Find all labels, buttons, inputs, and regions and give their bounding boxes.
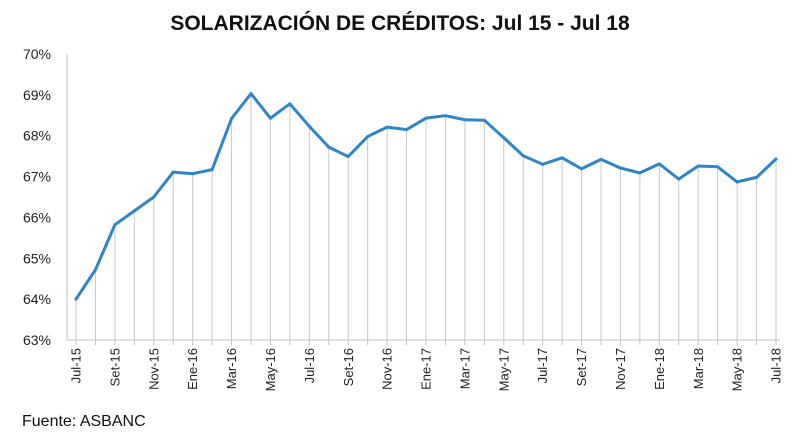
- y-axis: 63% 64% 65% 66% 67% 68% 69% 70%: [23, 46, 68, 348]
- y-tick-label: 70%: [23, 46, 51, 62]
- data-point: [424, 116, 428, 120]
- x-tick-label: Set-15: [107, 348, 122, 386]
- series-line-group: [74, 92, 778, 301]
- data-point: [443, 114, 447, 118]
- data-point: [618, 166, 622, 170]
- data-point: [735, 180, 739, 184]
- source-note: Fuente: ASBANC: [22, 413, 146, 430]
- x-tick-label: Mar-18: [691, 348, 706, 389]
- x-tick-label: Mar-16: [224, 348, 239, 389]
- x-axis: Jul-15 Set-15 Nov-15 Ene-16 Mar-16 May-16 Jul-…: [67, 339, 784, 391]
- data-point: [638, 171, 642, 175]
- x-tick-label: Jul-17: [535, 348, 550, 383]
- data-point: [132, 209, 136, 213]
- data-point: [716, 165, 720, 169]
- data-point: [385, 125, 389, 129]
- data-point: [755, 175, 759, 179]
- x-tick-label: May-17: [496, 348, 511, 391]
- x-tick-label: Jul-15: [69, 348, 84, 383]
- data-point: [580, 167, 584, 171]
- data-point: [541, 162, 545, 166]
- data-point: [521, 154, 525, 158]
- y-tick-label: 67%: [23, 169, 51, 185]
- data-point: [657, 162, 661, 166]
- data-point: [230, 117, 234, 121]
- data-point: [502, 136, 506, 140]
- data-point: [288, 102, 292, 106]
- y-tick-label: 65%: [23, 250, 51, 266]
- x-tick-label: Set-16: [341, 348, 356, 386]
- data-point: [366, 135, 370, 139]
- data-point: [696, 164, 700, 168]
- x-tick-label: Mar-17: [457, 348, 472, 389]
- x-tick-label: Nov-17: [613, 348, 628, 390]
- data-point: [191, 172, 195, 176]
- x-tick-label: Set-17: [574, 348, 589, 386]
- data-point: [249, 92, 253, 96]
- y-tick-label: 64%: [23, 291, 51, 307]
- chart-title: SOLARIZACIÓN DE CRÉDITOS: Jul 15 - Jul 1…: [170, 12, 630, 35]
- x-tick-label: Ene-16: [185, 348, 200, 390]
- data-point: [171, 170, 175, 174]
- data-point: [405, 128, 409, 132]
- data-point: [774, 157, 778, 161]
- data-point: [327, 145, 331, 149]
- x-tick-label: Jul-16: [302, 348, 317, 383]
- data-point: [113, 223, 117, 227]
- y-tick-label: 69%: [23, 87, 51, 103]
- y-tick-label: 63%: [23, 332, 51, 348]
- data-point: [463, 118, 467, 122]
- data-point: [482, 118, 486, 122]
- data-point: [268, 116, 272, 120]
- x-tick-label: Ene-18: [652, 348, 667, 390]
- x-tick-label: Ene-17: [419, 348, 434, 390]
- y-tick-label: 68%: [23, 128, 51, 144]
- x-tick-label: May-16: [263, 348, 278, 391]
- x-tick-label: Jul-18: [769, 348, 784, 383]
- data-point: [74, 297, 78, 301]
- data-point: [152, 195, 156, 199]
- x-tick-label: Nov-16: [380, 348, 395, 390]
- x-tick-label: May-18: [730, 348, 745, 391]
- data-point: [560, 156, 564, 160]
- y-tick-label: 66%: [23, 209, 51, 225]
- data-point: [346, 155, 350, 159]
- x-tick-label: Nov-15: [146, 348, 161, 390]
- data-point: [599, 157, 603, 161]
- data-point: [93, 268, 97, 272]
- data-point: [210, 168, 214, 172]
- data-point: [307, 124, 311, 128]
- grid-lines: [75, 93, 777, 340]
- data-point: [677, 177, 681, 181]
